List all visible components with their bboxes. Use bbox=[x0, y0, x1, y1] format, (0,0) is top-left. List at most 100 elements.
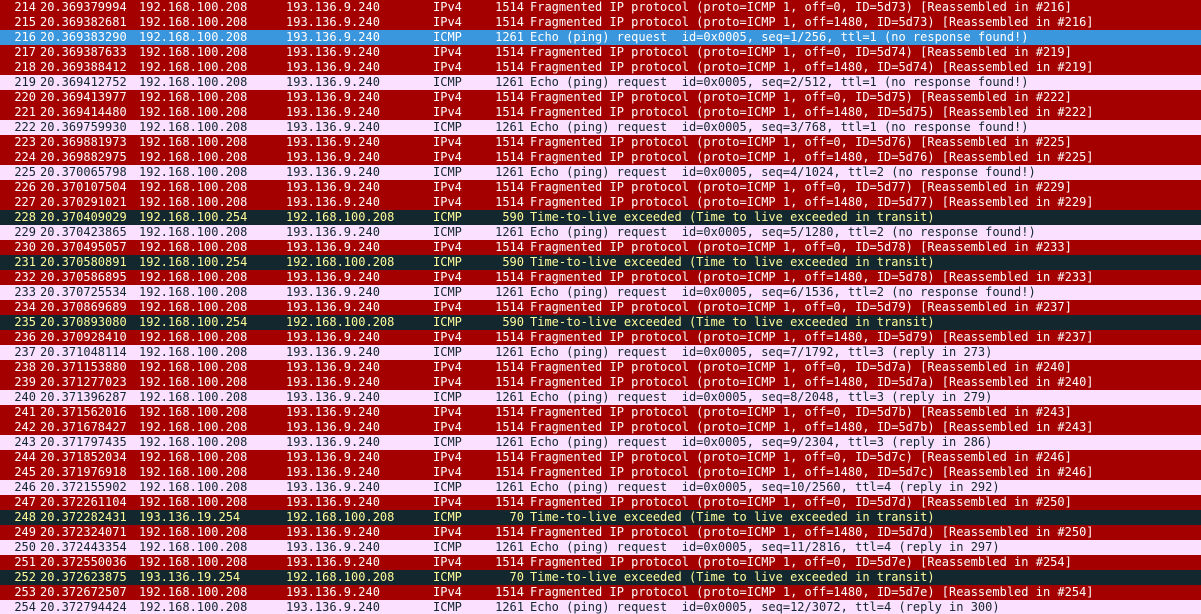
packet-number: 220 bbox=[14, 90, 36, 104]
packet-destination: 193.136.9.240 bbox=[286, 375, 380, 389]
packet-time: 20.370495057 bbox=[40, 240, 127, 254]
packet-info: Time-to-live exceeded (Time to live exce… bbox=[530, 210, 935, 224]
packet-source: 192.168.100.208 bbox=[139, 15, 248, 29]
packet-protocol: IPv4 bbox=[433, 45, 462, 59]
packet-row[interactable]: 237 20.371048114 192.168.100.208 193.136… bbox=[0, 345, 1201, 360]
packet-destination: 193.136.9.240 bbox=[286, 195, 380, 209]
packet-row[interactable]: 229 20.370423865 192.168.100.208 193.136… bbox=[0, 225, 1201, 240]
packet-info: Fragmented IP protocol (proto=ICMP 1, of… bbox=[530, 240, 1072, 254]
packet-row[interactable]: 254 20.372794424 192.168.100.208 193.136… bbox=[0, 600, 1201, 614]
packet-length: 1514 bbox=[495, 300, 524, 314]
packet-time: 20.369383290 bbox=[40, 30, 127, 44]
packet-row[interactable]: 232 20.370586895 192.168.100.208 193.136… bbox=[0, 270, 1201, 285]
packet-row[interactable]: 224 20.369882975 192.168.100.208 193.136… bbox=[0, 150, 1201, 165]
packet-row[interactable]: 235 20.370893080 192.168.100.254 192.168… bbox=[0, 315, 1201, 330]
packet-source: 192.168.100.208 bbox=[139, 375, 248, 389]
packet-protocol: ICMP bbox=[433, 435, 462, 449]
packet-source: 192.168.100.208 bbox=[139, 90, 248, 104]
packet-info: Fragmented IP protocol (proto=ICMP 1, of… bbox=[530, 405, 1072, 419]
packet-protocol: IPv4 bbox=[433, 555, 462, 569]
packet-row[interactable]: 243 20.371797435 192.168.100.208 193.136… bbox=[0, 435, 1201, 450]
packet-row[interactable]: 230 20.370495057 192.168.100.208 193.136… bbox=[0, 240, 1201, 255]
packet-row[interactable]: 214 20.369379994 192.168.100.208 193.136… bbox=[0, 0, 1201, 15]
packet-time: 20.371277023 bbox=[40, 375, 127, 389]
packet-row[interactable]: 228 20.370409029 192.168.100.254 192.168… bbox=[0, 210, 1201, 225]
packet-length: 1261 bbox=[495, 30, 524, 44]
packet-row[interactable]: 248 20.372282431 193.136.19.254 192.168.… bbox=[0, 510, 1201, 525]
packet-time: 20.370423865 bbox=[40, 225, 127, 239]
packet-row[interactable]: 245 20.371976918 192.168.100.208 193.136… bbox=[0, 465, 1201, 480]
packet-row[interactable]: 217 20.369387633 192.168.100.208 193.136… bbox=[0, 45, 1201, 60]
packet-source: 192.168.100.208 bbox=[139, 120, 248, 134]
packet-number: 226 bbox=[14, 180, 36, 194]
packet-time: 20.371562016 bbox=[40, 405, 127, 419]
packet-protocol: IPv4 bbox=[433, 585, 462, 599]
packet-row[interactable]: 220 20.369413977 192.168.100.208 193.136… bbox=[0, 90, 1201, 105]
packet-row[interactable]: 227 20.370291021 192.168.100.208 193.136… bbox=[0, 195, 1201, 210]
packet-number: 244 bbox=[14, 450, 36, 464]
packet-info: Fragmented IP protocol (proto=ICMP 1, of… bbox=[530, 330, 1094, 344]
packet-length: 1261 bbox=[495, 435, 524, 449]
packet-number: 241 bbox=[14, 405, 36, 419]
packet-protocol: IPv4 bbox=[433, 360, 462, 374]
packet-row[interactable]: 225 20.370065798 192.168.100.208 193.136… bbox=[0, 165, 1201, 180]
packet-row[interactable]: 246 20.372155902 192.168.100.208 193.136… bbox=[0, 480, 1201, 495]
packet-info: Echo (ping) request id=0x0005, seq=11/28… bbox=[530, 540, 1000, 554]
packet-row[interactable]: 253 20.372672507 192.168.100.208 193.136… bbox=[0, 585, 1201, 600]
packet-length: 1514 bbox=[495, 465, 524, 479]
packet-protocol: IPv4 bbox=[433, 495, 462, 509]
packet-destination: 193.136.9.240 bbox=[286, 75, 380, 89]
packet-row[interactable]: 249 20.372324071 192.168.100.208 193.136… bbox=[0, 525, 1201, 540]
packet-number: 222 bbox=[14, 120, 36, 134]
packet-number: 237 bbox=[14, 345, 36, 359]
packet-row[interactable]: 250 20.372443354 192.168.100.208 193.136… bbox=[0, 540, 1201, 555]
packet-row[interactable]: 226 20.370107504 192.168.100.208 193.136… bbox=[0, 180, 1201, 195]
packet-time: 20.371797435 bbox=[40, 435, 127, 449]
packet-row[interactable]: 247 20.372261104 192.168.100.208 193.136… bbox=[0, 495, 1201, 510]
packet-row[interactable]: 222 20.369759930 192.168.100.208 193.136… bbox=[0, 120, 1201, 135]
packet-row[interactable]: 215 20.369382681 192.168.100.208 193.136… bbox=[0, 15, 1201, 30]
packet-row[interactable]: 223 20.369881973 192.168.100.208 193.136… bbox=[0, 135, 1201, 150]
packet-source: 192.168.100.208 bbox=[139, 600, 248, 614]
packet-protocol: IPv4 bbox=[433, 105, 462, 119]
packet-length: 1261 bbox=[495, 165, 524, 179]
packet-time: 20.372155902 bbox=[40, 480, 127, 494]
packet-protocol: IPv4 bbox=[433, 525, 462, 539]
packet-source: 192.168.100.208 bbox=[139, 360, 248, 374]
packet-length: 1514 bbox=[495, 180, 524, 194]
packet-row[interactable]: 239 20.371277023 192.168.100.208 193.136… bbox=[0, 375, 1201, 390]
packet-destination: 193.136.9.240 bbox=[286, 345, 380, 359]
packet-destination: 193.136.9.240 bbox=[286, 555, 380, 569]
packet-info: Fragmented IP protocol (proto=ICMP 1, of… bbox=[530, 15, 1094, 29]
packet-row[interactable]: 219 20.369412752 192.168.100.208 193.136… bbox=[0, 75, 1201, 90]
packet-protocol: ICMP bbox=[433, 315, 462, 329]
packet-source: 192.168.100.208 bbox=[139, 345, 248, 359]
packet-source: 192.168.100.208 bbox=[139, 60, 248, 74]
packet-time: 20.369413977 bbox=[40, 90, 127, 104]
packet-row[interactable]: 234 20.370869689 192.168.100.208 193.136… bbox=[0, 300, 1201, 315]
packet-length: 1514 bbox=[495, 360, 524, 374]
packet-row[interactable]: 238 20.371153880 192.168.100.208 193.136… bbox=[0, 360, 1201, 375]
packet-time: 20.369881973 bbox=[40, 135, 127, 149]
packet-source: 192.168.100.208 bbox=[139, 105, 248, 119]
packet-number: 251 bbox=[14, 555, 36, 569]
packet-number: 247 bbox=[14, 495, 36, 509]
packet-row[interactable]: 242 20.371678427 192.168.100.208 193.136… bbox=[0, 420, 1201, 435]
packet-row[interactable]: 216 20.369383290 192.168.100.208 193.136… bbox=[0, 30, 1201, 45]
packet-row[interactable]: 236 20.370928410 192.168.100.208 193.136… bbox=[0, 330, 1201, 345]
packet-number: 215 bbox=[14, 15, 36, 29]
packet-row[interactable]: 221 20.369414480 192.168.100.208 193.136… bbox=[0, 105, 1201, 120]
packet-length: 1261 bbox=[495, 120, 524, 134]
packet-row[interactable]: 251 20.372550036 192.168.100.208 193.136… bbox=[0, 555, 1201, 570]
packet-row[interactable]: 233 20.370725534 192.168.100.208 193.136… bbox=[0, 285, 1201, 300]
packet-row[interactable]: 218 20.369388412 192.168.100.208 193.136… bbox=[0, 60, 1201, 75]
packet-info: Echo (ping) request id=0x0005, seq=10/25… bbox=[530, 480, 1000, 494]
packet-row[interactable]: 240 20.371396287 192.168.100.208 193.136… bbox=[0, 390, 1201, 405]
packet-row[interactable]: 241 20.371562016 192.168.100.208 193.136… bbox=[0, 405, 1201, 420]
packet-row[interactable]: 231 20.370580891 192.168.100.254 192.168… bbox=[0, 255, 1201, 270]
packet-time: 20.371153880 bbox=[40, 360, 127, 374]
packet-row[interactable]: 252 20.372623875 193.136.19.254 192.168.… bbox=[0, 570, 1201, 585]
packet-length: 1261 bbox=[495, 345, 524, 359]
packet-row[interactable]: 244 20.371852034 192.168.100.208 193.136… bbox=[0, 450, 1201, 465]
